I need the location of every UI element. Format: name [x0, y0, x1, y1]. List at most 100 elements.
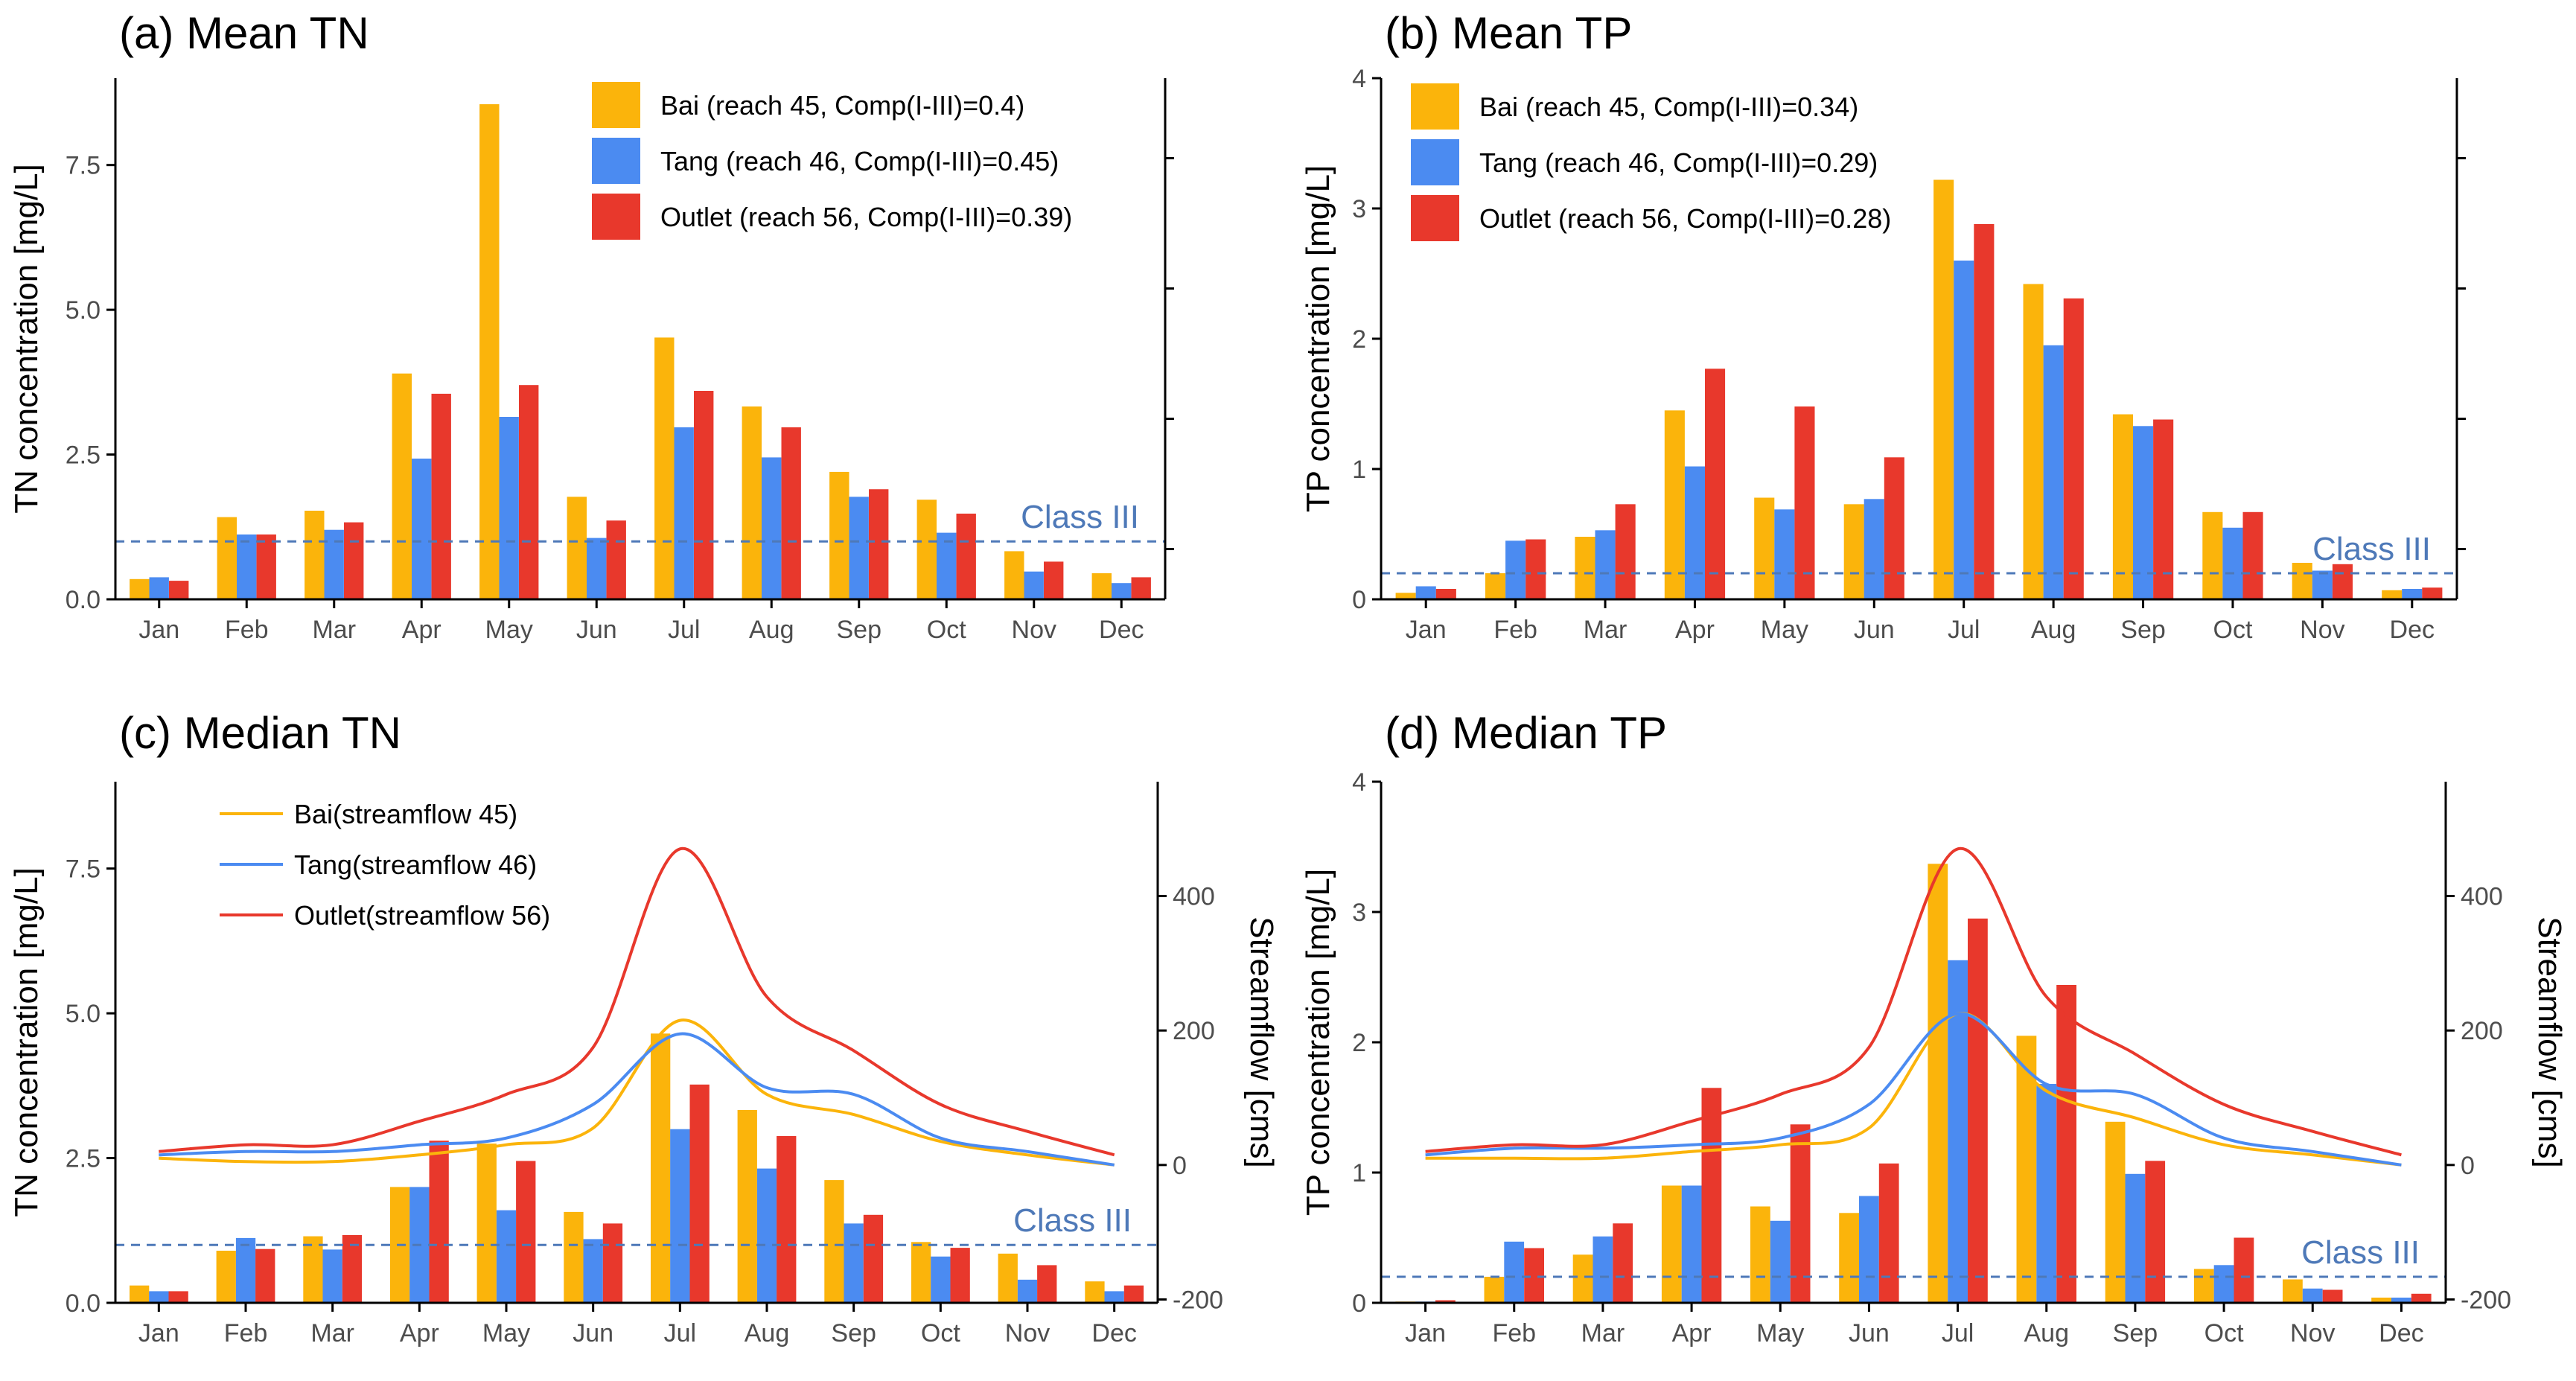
class-iii-label-c: Class III: [1013, 1202, 1132, 1239]
x-tick-label-b-nov: Nov: [2300, 616, 2344, 644]
bar-b-2-aug: [2063, 298, 2084, 600]
bar-b-1-aug: [2043, 345, 2064, 600]
bar-b-0-mar: [1575, 537, 1595, 599]
bar-a-1-aug: [762, 457, 782, 599]
series-b-1: [1415, 261, 2423, 600]
x-tick-label-b-dec: Dec: [2390, 616, 2435, 644]
bar-b-2-mar: [1615, 504, 1636, 600]
flow-line-d-2: [1425, 847, 2402, 1157]
bar-b-2-may: [1794, 406, 1815, 599]
x-tick-label-d-may: May: [1756, 1319, 1804, 1347]
class-iii-label-b: Class III: [2312, 531, 2431, 567]
bar-c-1-mar: [322, 1249, 342, 1303]
bar-d-2-feb: [1524, 1248, 1544, 1303]
bar-c-0-aug: [737, 1110, 757, 1303]
bar-b-0-nov: [2292, 563, 2312, 599]
bar-b-1-dec: [2402, 589, 2423, 599]
bar-a-2-mar: [344, 522, 364, 599]
flow-line-d-0: [1425, 1012, 2402, 1167]
bar-c-2-may: [516, 1161, 536, 1303]
y-axis-title-d: TP concentration [mg/L]: [1300, 869, 1336, 1216]
bar-d-1-aug: [2036, 1084, 2057, 1303]
bar-c-0-may: [476, 1144, 497, 1303]
bar-b-0-apr: [1664, 410, 1685, 600]
bar-d-0-oct: [2193, 1269, 2214, 1303]
flow-legend-label-c-1: Tang(streamflow 46): [294, 849, 537, 880]
bar-c-0-dec: [1085, 1281, 1105, 1303]
bar-c-2-jun: [602, 1223, 623, 1303]
legend-label-b-2: Outlet (reach 56, Comp(I-III)=0.28): [1479, 203, 1891, 234]
series-a-1: [149, 417, 1132, 599]
bar-c-0-sep: [824, 1180, 844, 1303]
bar-d-2-may: [1790, 1124, 1811, 1304]
x-tick-label-d-sep: Sep: [2113, 1319, 2158, 1347]
bar-d-0-dec: [2371, 1298, 2391, 1303]
bar-c-0-feb: [216, 1251, 236, 1303]
x-tick-label-a-jul: Jul: [668, 616, 700, 644]
bar-b-0-jun: [1843, 504, 1864, 600]
x-tick-label-d-jul: Jul: [1942, 1319, 1974, 1347]
bar-a-2-nov: [1044, 561, 1064, 599]
x-tick-label-a-feb: Feb: [225, 616, 269, 644]
bar-d-1-sep: [2125, 1173, 2146, 1304]
series-d-0: [1395, 864, 2391, 1304]
bar-b-1-apr: [1684, 466, 1705, 599]
x-tick-label-b-apr: Apr: [1675, 616, 1715, 644]
legend-swatch-a-1: [592, 138, 640, 184]
flow-legend-c: Bai(streamflow 45) Tang(streamflow 46) Out…: [220, 799, 550, 931]
bar-c-0-mar: [303, 1236, 323, 1303]
bar-a-0-jan: [130, 578, 150, 599]
y-tick-label-c-3: 7.5: [66, 855, 101, 884]
bar-d-2-mar: [1613, 1223, 1633, 1304]
x-tick-label-a-oct: Oct: [927, 616, 966, 644]
legend-swatch-a-2: [592, 194, 640, 240]
x-tick-label-c-may: May: [482, 1319, 530, 1347]
x-tick-label-d-jun: Jun: [1849, 1319, 1890, 1347]
bar-a-2-may: [519, 385, 539, 599]
x-tick-label-c-aug: Aug: [745, 1319, 790, 1347]
bar-c-1-aug: [756, 1168, 777, 1303]
series-c-1: [149, 1129, 1124, 1303]
x-tick-label-a-jan: Jan: [138, 616, 179, 644]
bar-b-1-may: [1774, 509, 1795, 600]
bar-b-0-jul: [1933, 179, 1954, 599]
bar-a-1-feb: [237, 534, 257, 599]
y-tick-label-d-1: 1: [1352, 1159, 1366, 1187]
y-tick-label-b-0: 0: [1352, 586, 1366, 614]
x-tick-label-c-oct: Oct: [921, 1319, 960, 1347]
bar-c-2-apr: [429, 1141, 449, 1303]
y-tick-label-b-1: 1: [1352, 456, 1366, 484]
bar-c-0-jan: [130, 1285, 150, 1303]
bar-a-1-jan: [149, 577, 169, 599]
bar-d-2-sep: [2145, 1161, 2166, 1304]
right-tick-label-d-1: 0: [2461, 1152, 2475, 1180]
bar-c-1-feb: [235, 1237, 256, 1303]
bar-d-0-sep: [2105, 1121, 2126, 1304]
bar-a-1-oct: [937, 532, 957, 599]
legend-label-a-2: Outlet (reach 56, Comp(I-III)=0.39): [660, 202, 1072, 232]
legend-a: Bai (reach 45, Comp(I-III)=0.4) Tang (rea…: [592, 82, 1072, 240]
x-tick-label-c-dec: Dec: [1091, 1319, 1136, 1347]
x-tick-label-d-oct: Oct: [2204, 1319, 2244, 1347]
series-b-2: [1435, 224, 2443, 600]
flow-line-d-1: [1425, 1012, 2402, 1167]
y-tick-label-a-1: 2.5: [66, 441, 101, 470]
bar-d-0-may: [1750, 1206, 1770, 1303]
right-tick-label-d-0: -200: [2461, 1286, 2511, 1314]
bar-d-1-oct: [2213, 1265, 2234, 1304]
bar-b-0-dec: [2382, 590, 2403, 600]
bar-c-0-nov: [998, 1253, 1018, 1303]
x-tick-label-c-apr: Apr: [400, 1319, 439, 1347]
bar-b-1-nov: [2312, 570, 2333, 599]
bar-b-2-dec: [2422, 587, 2443, 600]
legend-label-b-1: Tang (reach 46, Comp(I-III)=0.29): [1479, 147, 1878, 178]
x-tick-label-b-mar: Mar: [1584, 616, 1627, 644]
bar-c-2-jul: [689, 1084, 710, 1303]
flow-line-c-0: [159, 1018, 1115, 1167]
panel-d: (d) Median TP TP concentration [mg/L] Clas…: [1300, 708, 2568, 1347]
class-iii-label-d: Class III: [2301, 1234, 2420, 1271]
panel-title-c: (c) Median TN: [119, 708, 401, 758]
bar-a-1-dec: [1112, 583, 1132, 599]
bar-a-0-aug: [742, 406, 762, 599]
x-tick-label-b-jun: Jun: [1854, 616, 1895, 644]
